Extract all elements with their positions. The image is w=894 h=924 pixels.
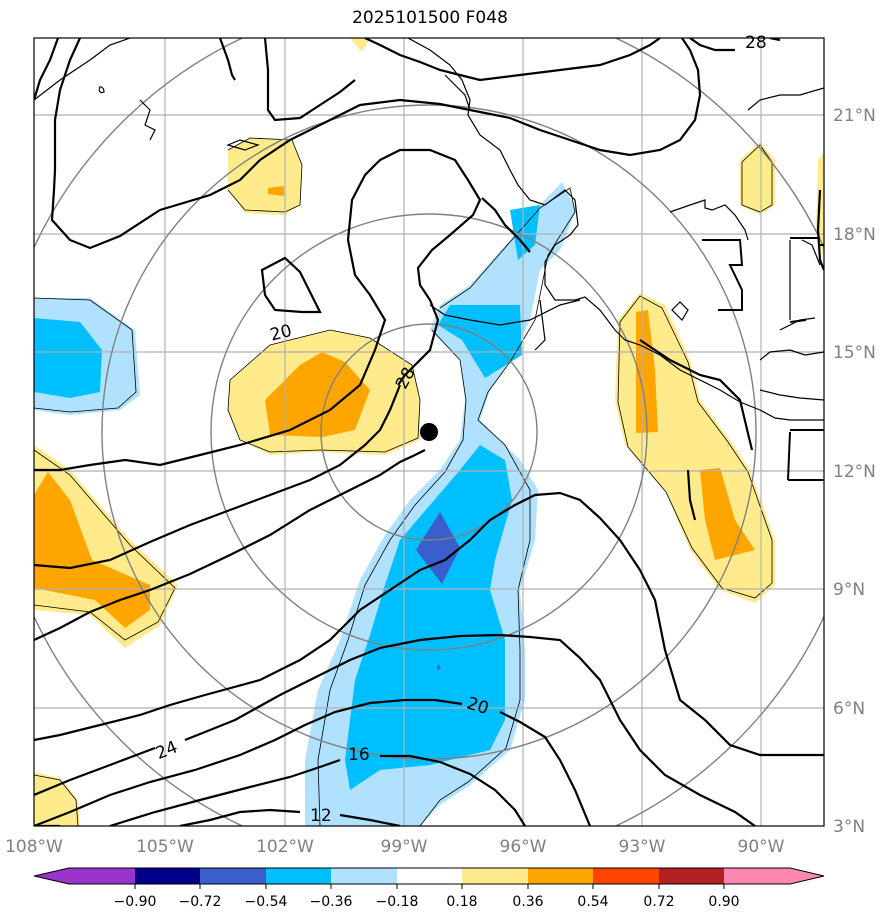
colorbar-extend-high xyxy=(790,868,824,884)
lat-label: 9°N xyxy=(833,580,865,600)
colorbar-tick-label: −0.72 xyxy=(179,894,222,910)
field-outline xyxy=(34,137,773,826)
height-contours xyxy=(34,38,824,826)
lon-label: 105°W xyxy=(136,837,194,857)
colorbar-tick-label: 0.18 xyxy=(446,894,477,910)
storm-center-marker xyxy=(420,423,438,441)
colorbar-tick-label: −0.54 xyxy=(245,894,288,910)
colorbar: −0.90 −0.72 −0.54 −0.36 −0.18 0.18 0.36 … xyxy=(33,867,825,910)
map-title: 2025101500 F048 xyxy=(352,8,508,28)
contour-label: 12 xyxy=(310,806,332,826)
longitude-labels: 108°W 105°W 102°W 99°W 96°W 93°W 90°W xyxy=(5,837,785,857)
colorbar-tick-label: 0.72 xyxy=(643,894,674,910)
colorbar-tick-label: −0.90 xyxy=(114,894,157,910)
lon-label: 96°W xyxy=(500,837,547,857)
colorbar-tick-label: 0.36 xyxy=(512,894,543,910)
colorbar-tick-label: 0.54 xyxy=(577,894,608,910)
lon-label: 108°W xyxy=(5,837,63,857)
contour-label: 24 xyxy=(153,737,181,764)
colorbar-tick-label: −0.36 xyxy=(310,894,353,910)
lat-label: 6°N xyxy=(833,699,865,719)
lon-label: 90°W xyxy=(738,837,785,857)
lat-label: 15°N xyxy=(833,343,876,363)
coastlines xyxy=(34,38,824,421)
lat-label: 3°N xyxy=(833,817,865,837)
country-borders xyxy=(702,237,824,481)
contour-label: 16 xyxy=(348,745,370,765)
map-plot-area xyxy=(34,38,824,826)
contour-label: 28 xyxy=(745,33,767,53)
colorbar-tick-label: 0.90 xyxy=(708,894,739,910)
lon-label: 102°W xyxy=(256,837,314,857)
map-frame xyxy=(33,37,825,827)
latitude-labels: 21°N 18°N 15°N 12°N 9°N 6°N 3°N xyxy=(833,106,876,837)
colorbar-extend-low xyxy=(34,868,69,884)
lat-label: 12°N xyxy=(833,462,876,482)
lat-lon-grid xyxy=(34,38,824,826)
lat-label: 18°N xyxy=(833,225,876,245)
shaded-field xyxy=(34,38,824,826)
lon-label: 99°W xyxy=(381,837,428,857)
lon-label: 93°W xyxy=(619,837,666,857)
colorbar-tick-label: −0.18 xyxy=(376,894,419,910)
lat-label: 21°N xyxy=(833,106,876,126)
